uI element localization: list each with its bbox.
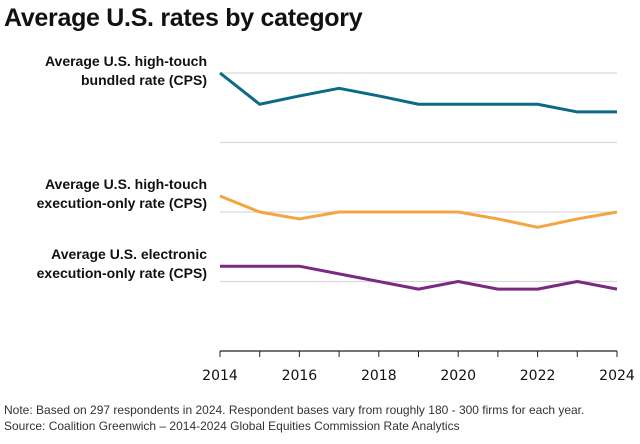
series-label-line: bundled rate (CPS): [80, 72, 207, 88]
series-line-0: [219, 71, 617, 114]
series-label-line: Average U.S. electronic: [51, 246, 207, 262]
series-label-line: execution-only rate (CPS): [36, 265, 207, 281]
series-label-line: Average U.S. high-touch: [44, 176, 207, 192]
series-label-electronic: Average U.S. electronic execution-only r…: [37, 245, 207, 283]
series-label-line: execution-only rate (CPS): [36, 195, 207, 211]
footnote: Note: Based on 297 respondents in 2024. …: [4, 403, 585, 417]
series-label-high-touch-exec: Average U.S. high-touch execution-only r…: [37, 175, 207, 213]
chart-title: Average U.S. rates by category: [4, 4, 363, 32]
x-tick-label: 2022: [520, 368, 556, 384]
x-tick-label: 2024: [599, 368, 635, 384]
series-label-bundled: Average U.S. high-touch bundled rate (CP…: [45, 52, 207, 90]
line-chart: 2014 2016 2018 2020 2022 2024: [202, 71, 635, 384]
series-label-line: Average U.S. high-touch: [44, 53, 207, 69]
x-tick-label: 2018: [361, 368, 397, 384]
x-tick-label: 2016: [282, 368, 318, 384]
x-tick-label: 2014: [202, 368, 238, 384]
source-note: Source: Coalition Greenwich – 2014-2024 …: [4, 419, 460, 433]
x-tick-label: 2020: [440, 368, 476, 384]
series-line-2: [220, 264, 618, 291]
